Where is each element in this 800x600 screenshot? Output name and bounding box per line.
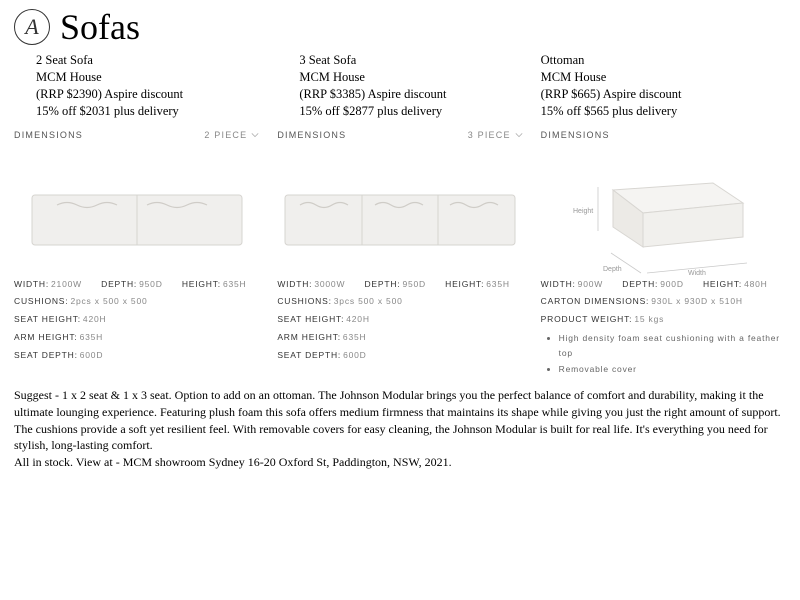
dimensions-row: DIMENSIONS 2 PIECE xyxy=(14,126,259,144)
product-3seat: 3 Seat Sofa MCM House (RRP $3385) Aspire… xyxy=(277,52,522,377)
product-row: 2 Seat Sofa MCM House (RRP $2390) Aspire… xyxy=(14,52,786,377)
product-header: 2 Seat Sofa MCM House (RRP $2390) Aspire… xyxy=(14,52,259,120)
product-name: 3 Seat Sofa xyxy=(299,52,522,69)
product-price-line2: 15% off $2031 plus delivery xyxy=(36,103,259,120)
piece-selector[interactable]: 3 PIECE xyxy=(468,130,523,140)
page-title: Sofas xyxy=(60,6,140,48)
product-price-line1: (RRP $665) Aspire discount xyxy=(541,86,786,103)
product-price-line2: 15% off $565 plus delivery xyxy=(541,103,786,120)
page-header: A Sofas xyxy=(14,6,786,48)
product-header: Ottoman MCM House (RRP $665) Aspire disc… xyxy=(541,52,786,120)
product-header: 3 Seat Sofa MCM House (RRP $3385) Aspire… xyxy=(277,52,522,120)
axis-label-height: Height xyxy=(573,208,593,215)
spec-list: WIDTH:3000W DEPTH:950D HEIGHT:635H CUSHI… xyxy=(277,276,522,365)
footer-location: All in stock. View at - MCM showroom Syd… xyxy=(14,454,786,471)
product-price-line1: (RRP $2390) Aspire discount xyxy=(36,86,259,103)
chevron-down-icon xyxy=(251,131,259,139)
spec-row: WIDTH:2100W DEPTH:950D HEIGHT:635H xyxy=(14,276,259,294)
chevron-down-icon xyxy=(515,131,523,139)
axis-label-depth: Depth xyxy=(603,266,622,273)
dimensions-row: DIMENSIONS 3 PIECE xyxy=(277,126,522,144)
dimensions-row: DIMENSIONS xyxy=(541,126,786,144)
product-brand: MCM House xyxy=(36,69,259,86)
bullet-item: High density foam seat cushioning with a… xyxy=(559,331,786,362)
product-price-line1: (RRP $3385) Aspire discount xyxy=(299,86,522,103)
product-image xyxy=(14,150,259,270)
spec-row: WIDTH:900W DEPTH:900D HEIGHT:480H xyxy=(541,276,786,294)
brand-logo: A xyxy=(14,9,50,45)
product-price-line2: 15% off $2877 plus delivery xyxy=(299,103,522,120)
product-brand: MCM House xyxy=(299,69,522,86)
footer-paragraph: Suggest - 1 x 2 seat & 1 x 3 seat. Optio… xyxy=(14,387,786,454)
spec-row: WIDTH:3000W DEPTH:950D HEIGHT:635H xyxy=(277,276,522,294)
piece-label: 3 PIECE xyxy=(468,130,511,140)
dimensions-label: DIMENSIONS xyxy=(14,130,83,140)
piece-selector[interactable]: 2 PIECE xyxy=(204,130,259,140)
feature-bullets: High density foam seat cushioning with a… xyxy=(541,331,786,377)
dimensions-label: DIMENSIONS xyxy=(277,130,346,140)
product-brand: MCM House xyxy=(541,69,786,86)
product-image: Height Depth Width xyxy=(541,150,786,270)
dimensions-label: DIMENSIONS xyxy=(541,130,610,140)
footer-description: Suggest - 1 x 2 seat & 1 x 3 seat. Optio… xyxy=(14,387,786,471)
bullet-item: Removable cover xyxy=(559,362,786,377)
piece-label: 2 PIECE xyxy=(204,130,247,140)
product-image xyxy=(277,150,522,270)
spec-list: WIDTH:900W DEPTH:900D HEIGHT:480H CARTON… xyxy=(541,276,786,377)
product-ottoman: Ottoman MCM House (RRP $665) Aspire disc… xyxy=(541,52,786,377)
axis-label-width: Width xyxy=(688,270,706,275)
product-2seat: 2 Seat Sofa MCM House (RRP $2390) Aspire… xyxy=(14,52,259,377)
product-name: Ottoman xyxy=(541,52,786,69)
spec-list: WIDTH:2100W DEPTH:950D HEIGHT:635H CUSHI… xyxy=(14,276,259,365)
product-name: 2 Seat Sofa xyxy=(36,52,259,69)
